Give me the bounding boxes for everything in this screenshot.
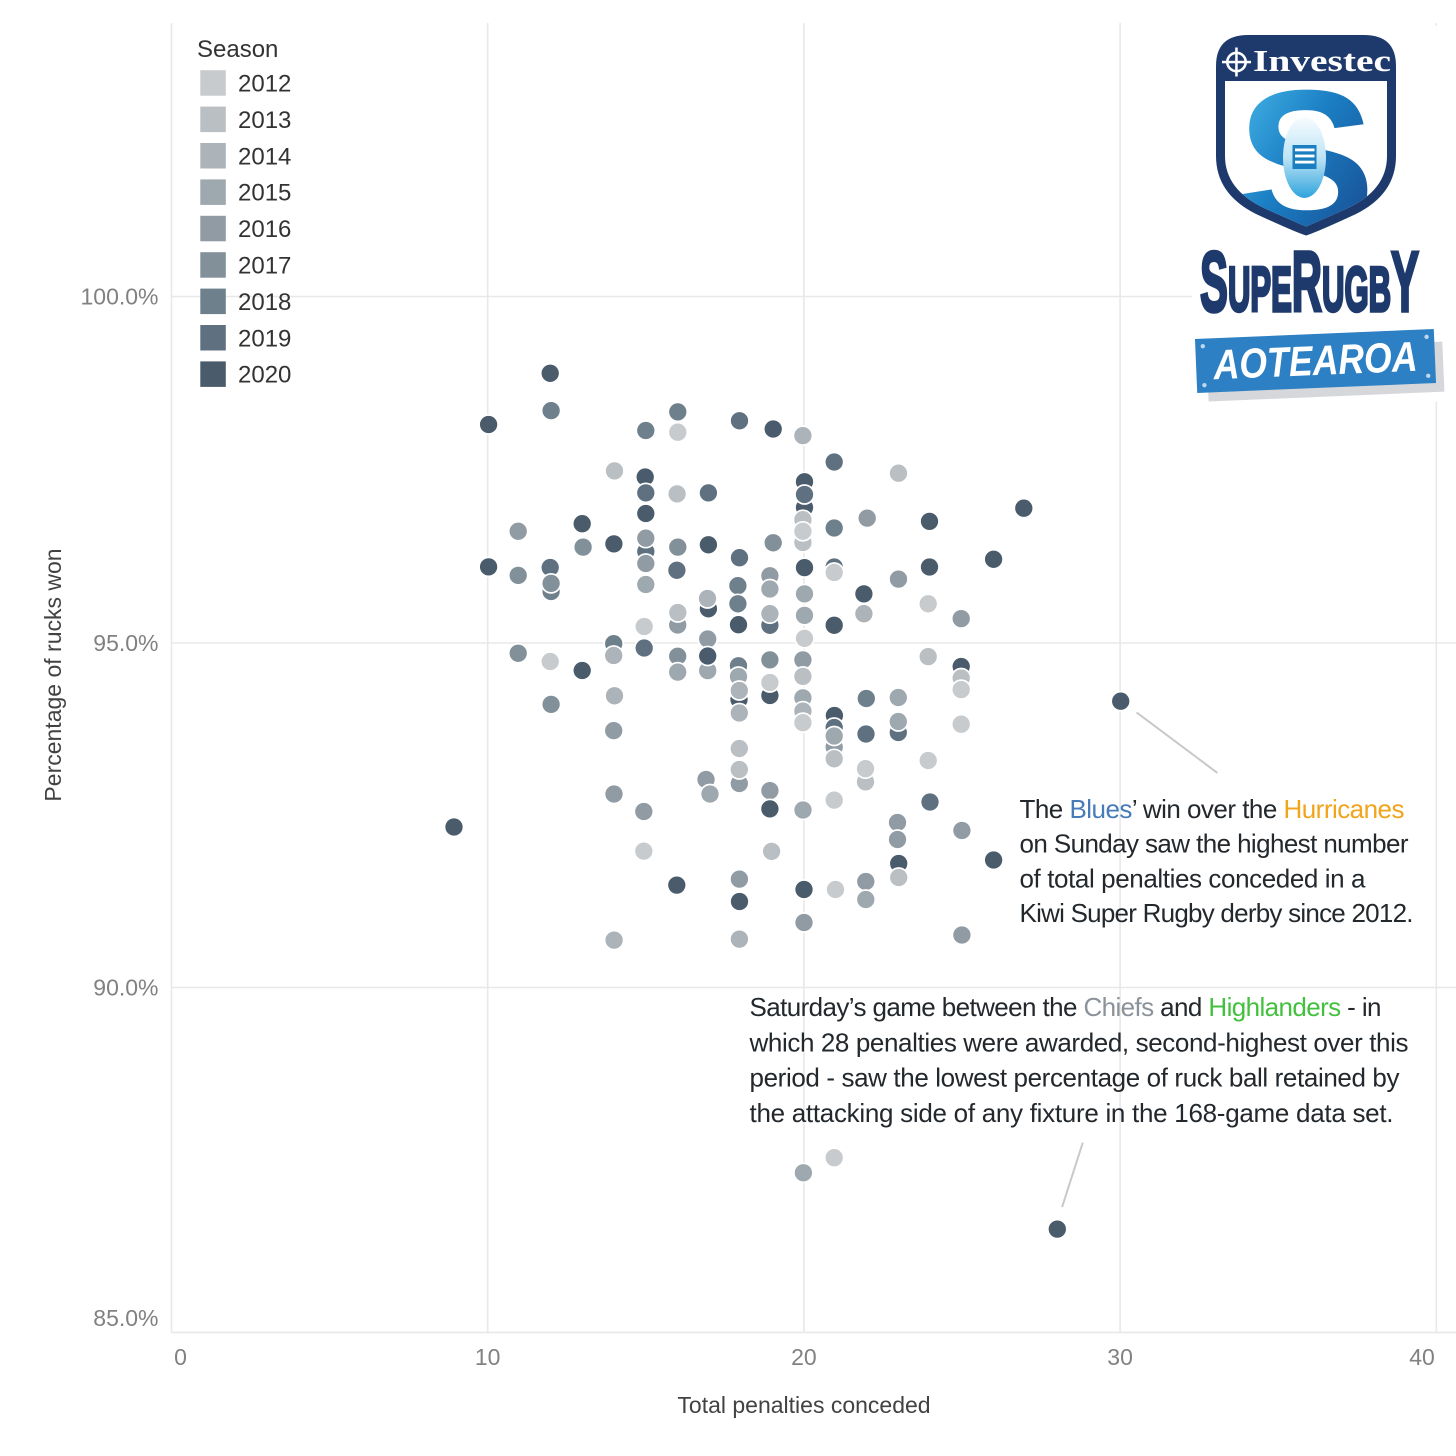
svg-text:of total penalties conceded in: of total penalties conceded in a — [1020, 863, 1367, 893]
svg-text:2018: 2018 — [238, 289, 291, 316]
svg-text:100.0%: 100.0% — [80, 284, 158, 310]
svg-text:Kiwi Super Rugby derby since 2: Kiwi Super Rugby derby since 2012. — [1020, 898, 1414, 928]
svg-text:Investec: Investec — [1253, 43, 1391, 78]
svg-text:10: 10 — [475, 1344, 501, 1370]
svg-text:on Sunday saw the highest numb: on Sunday saw the highest number — [1020, 829, 1409, 859]
svg-text:2012: 2012 — [238, 71, 291, 98]
svg-text:2014: 2014 — [238, 143, 291, 170]
svg-text:85.0%: 85.0% — [93, 1305, 158, 1331]
svg-text:2013: 2013 — [238, 107, 291, 134]
svg-text:period - saw the lowest percen: period - saw the lowest percentage of ru… — [750, 1063, 1400, 1093]
svg-text:the attacking side of any fixt: the attacking side of any fixture in the… — [750, 1098, 1394, 1128]
svg-text:which 28 penalties were awarde: which 28 penalties were awarded, second-… — [749, 1027, 1409, 1057]
svg-text:40: 40 — [1409, 1344, 1435, 1370]
svg-text:Season: Season — [197, 36, 278, 63]
svg-text:Percentage of rucks won: Percentage of rucks won — [40, 548, 66, 801]
svg-text:The Blues’ win over the Hurric: The Blues’ win over the Hurricanes — [1020, 794, 1405, 824]
svg-text:Saturday’s game between the Ch: Saturday’s game between the Chiefs and H… — [750, 992, 1382, 1022]
svg-text:30: 30 — [1107, 1344, 1133, 1370]
svg-text:Total penalties conceded: Total penalties conceded — [677, 1392, 930, 1418]
svg-text:2019: 2019 — [238, 325, 291, 352]
svg-text:2015: 2015 — [238, 180, 291, 207]
svg-text:2017: 2017 — [238, 253, 291, 280]
svg-text:0: 0 — [174, 1344, 187, 1370]
svg-text:90.0%: 90.0% — [93, 975, 158, 1001]
svg-text:2020: 2020 — [238, 362, 291, 389]
svg-text:95.0%: 95.0% — [93, 630, 158, 656]
svg-text:2016: 2016 — [238, 216, 291, 243]
svg-text:20: 20 — [791, 1344, 817, 1370]
svg-text:AOTEAROA: AOTEAROA — [1212, 333, 1419, 389]
